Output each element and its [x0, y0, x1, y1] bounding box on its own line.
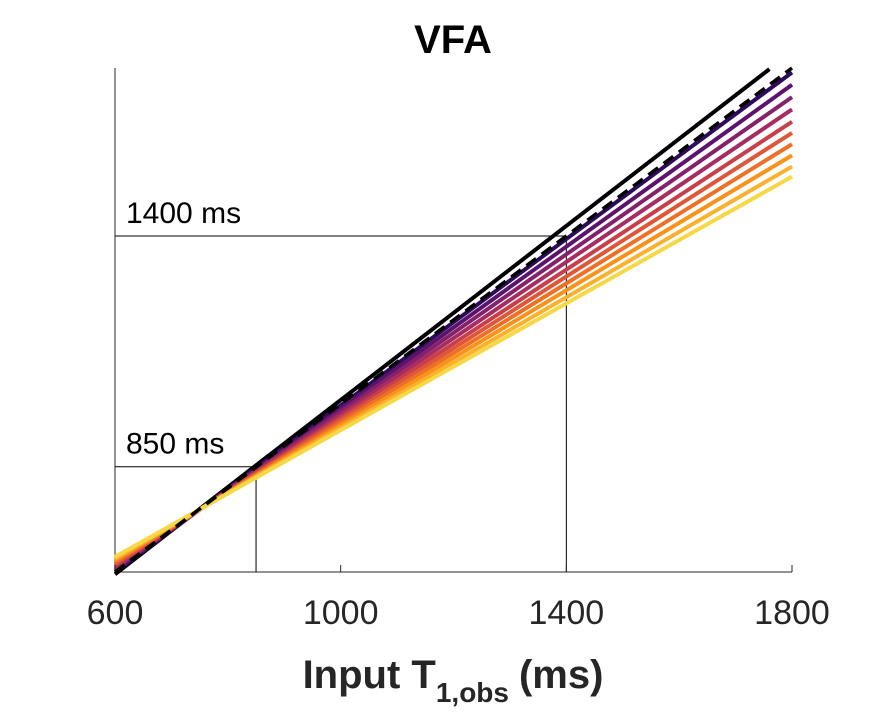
- x-axis-label: Input T1,obs (ms): [303, 653, 604, 708]
- annotations: 1400 ms 850 ms: [126, 197, 241, 461]
- axes: [114, 68, 792, 573]
- x-tick-label: 1000: [303, 594, 379, 632]
- chart-title: VFA: [414, 18, 492, 62]
- x-axis-label-main: Input T: [303, 653, 436, 697]
- x-tick-label: 1400: [529, 594, 605, 632]
- series-lines: [113, 67, 794, 576]
- x-tick-label: 600: [87, 594, 144, 632]
- x-ticks: 600 1000 1400 1800: [87, 565, 830, 632]
- series-line-11: [114, 174, 793, 559]
- x-tick-label: 1800: [754, 594, 830, 632]
- x-axis-label-unit: (ms): [519, 653, 603, 697]
- identity-line: [113, 66, 794, 574]
- x-axis-label-subscript: 1,obs: [436, 677, 509, 708]
- reference-label: 1400 ms: [126, 197, 241, 230]
- identity-line-group: [113, 66, 794, 574]
- reference-label: 850 ms: [126, 428, 224, 461]
